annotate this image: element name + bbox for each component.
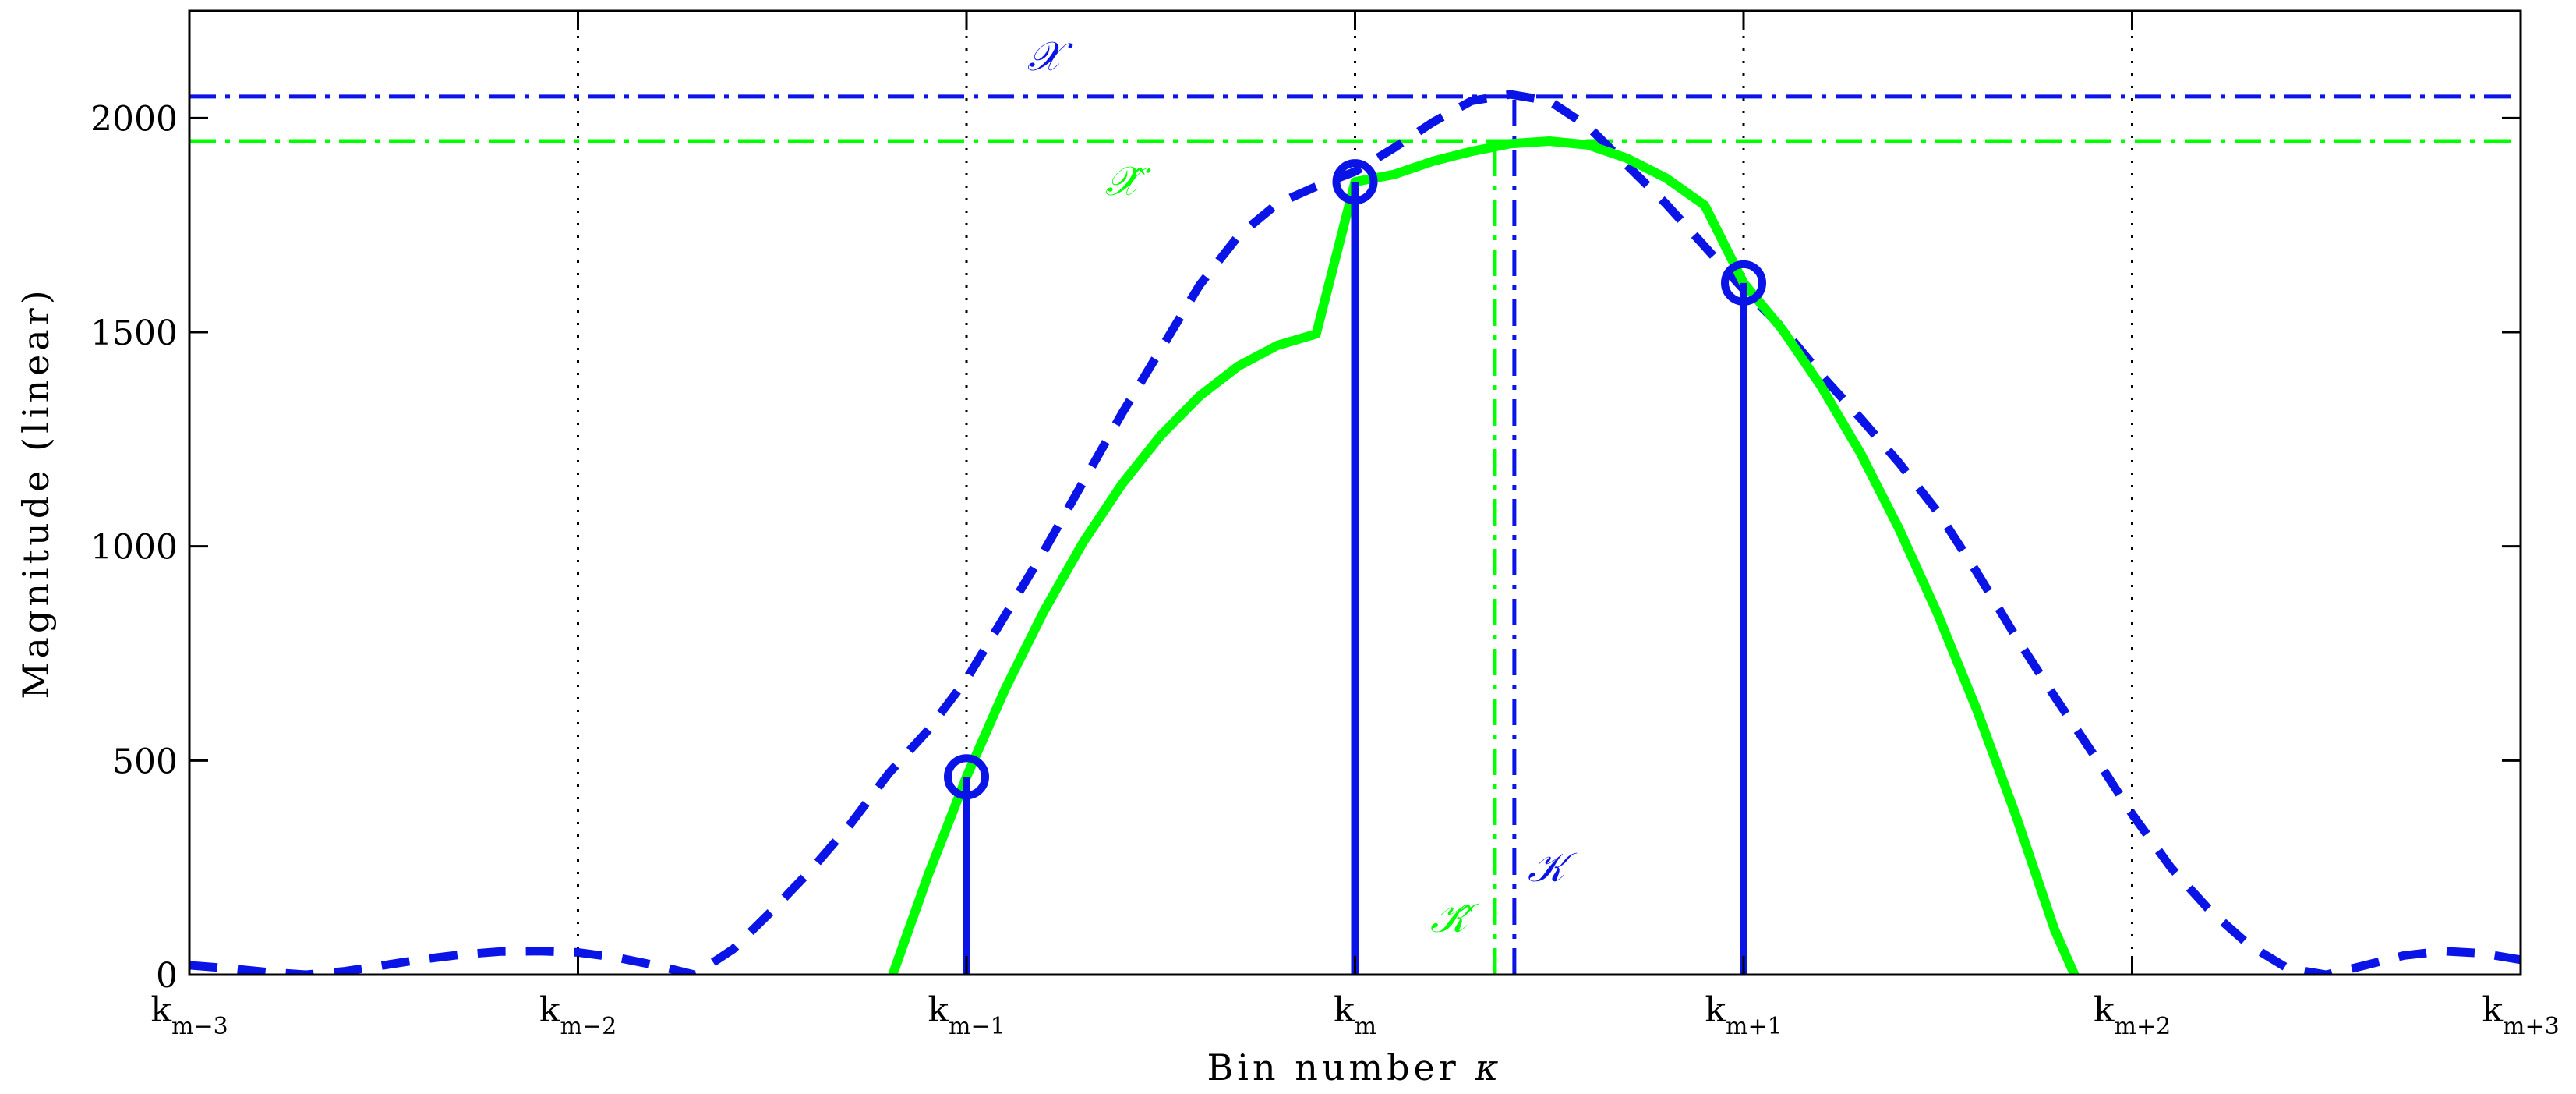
y-axis-label: Magnitude (linear) (15, 286, 57, 699)
x-tick-label: km−2 (539, 990, 617, 1040)
x-tick-base: k (928, 990, 949, 1030)
y-tick-label: 2000 (90, 99, 178, 139)
y-tick-label: 1000 (90, 528, 178, 568)
x-tick-subscript: m−2 (560, 1013, 617, 1040)
x-tick-label: km−1 (928, 990, 1005, 1040)
x-axis-label-text: Bin number (1207, 1046, 1459, 1089)
sample-marker (944, 754, 989, 800)
x-tick-base: k (150, 990, 171, 1030)
x-tick-label: km+3 (2482, 990, 2559, 1040)
y-tick-label: 0 (156, 956, 178, 996)
sample-marker (1721, 260, 1766, 306)
x-axis-label: Bin number κ (1207, 1046, 1502, 1089)
x-tick-subscript: m+3 (2503, 1013, 2560, 1040)
ticks (188, 11, 2522, 976)
series-dashed-line (189, 90, 2521, 975)
plot-area (189, 90, 2521, 975)
series-solid-line (888, 136, 2080, 975)
x-tick-label: km (1334, 990, 1376, 1040)
x-tick-base: k (2094, 990, 2115, 1030)
y-tick-label: 1500 (90, 313, 178, 353)
x-tick-label: km+2 (2094, 990, 2171, 1040)
y-tick-label: 500 (112, 742, 178, 781)
x-tick-base: k (539, 990, 560, 1030)
x-tick-subscript: m−3 (171, 1013, 228, 1040)
x-tick-subscript: m+1 (1726, 1013, 1783, 1040)
x-tick-label: km−3 (150, 990, 228, 1040)
x-tick-base: k (1705, 990, 1726, 1030)
x-tick-label: km+1 (1705, 990, 1782, 1040)
x-tick-base: k (1334, 990, 1355, 1030)
labels: km−3 km−2 km−1 km km+1 km+2 km+305001000150020… (90, 34, 2560, 1040)
x-tick-subscript: m+2 (2115, 1013, 2171, 1040)
x-tick-base: k (2482, 990, 2503, 1030)
sample-marker (1332, 159, 1378, 205)
x-tick-subscript: m (1355, 1013, 1376, 1040)
x-axis-symbol: κ (1474, 1046, 1502, 1089)
x-tick-subscript: m−1 (949, 1013, 1005, 1040)
